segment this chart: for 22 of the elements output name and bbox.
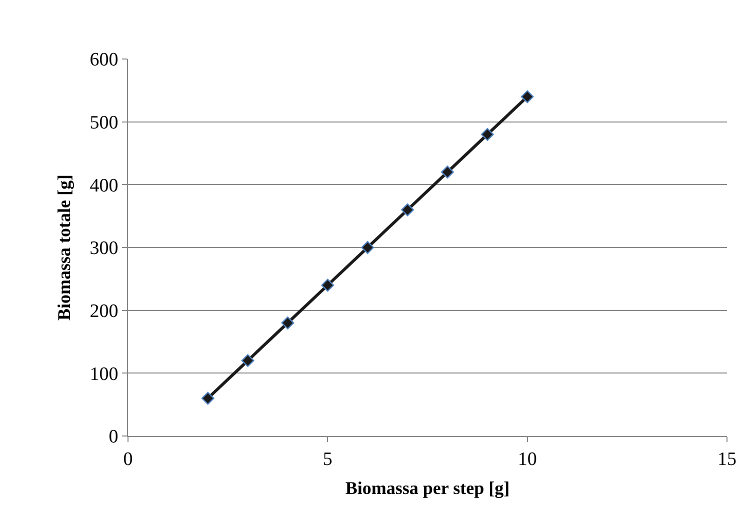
point [520, 90, 534, 104]
y-tick-label: 300 [90, 238, 118, 260]
point [401, 203, 414, 216]
x-tick-label: 0 [123, 448, 133, 470]
y-tick-label: 200 [90, 300, 118, 322]
x-tick-label: 5 [322, 448, 332, 470]
point [321, 278, 334, 292]
y-tick-label: 100 [90, 364, 118, 385]
point [281, 316, 294, 330]
y-tick-label: 500 [90, 112, 118, 134]
y-tick-label: 400 [90, 175, 118, 196]
x-tick-label: 10 [518, 448, 537, 470]
point [480, 128, 494, 141]
point [441, 166, 454, 179]
x-axis-title: Biomassa per step [g] [345, 478, 510, 498]
y-axis-title: Biomassa totale [g] [54, 174, 74, 320]
point [241, 354, 254, 368]
point [361, 241, 374, 254]
x-tick-label: 15 [718, 448, 736, 470]
point [201, 392, 214, 405]
y-tick-label: 600 [90, 50, 118, 71]
y-tick-label: 0 [108, 426, 118, 448]
